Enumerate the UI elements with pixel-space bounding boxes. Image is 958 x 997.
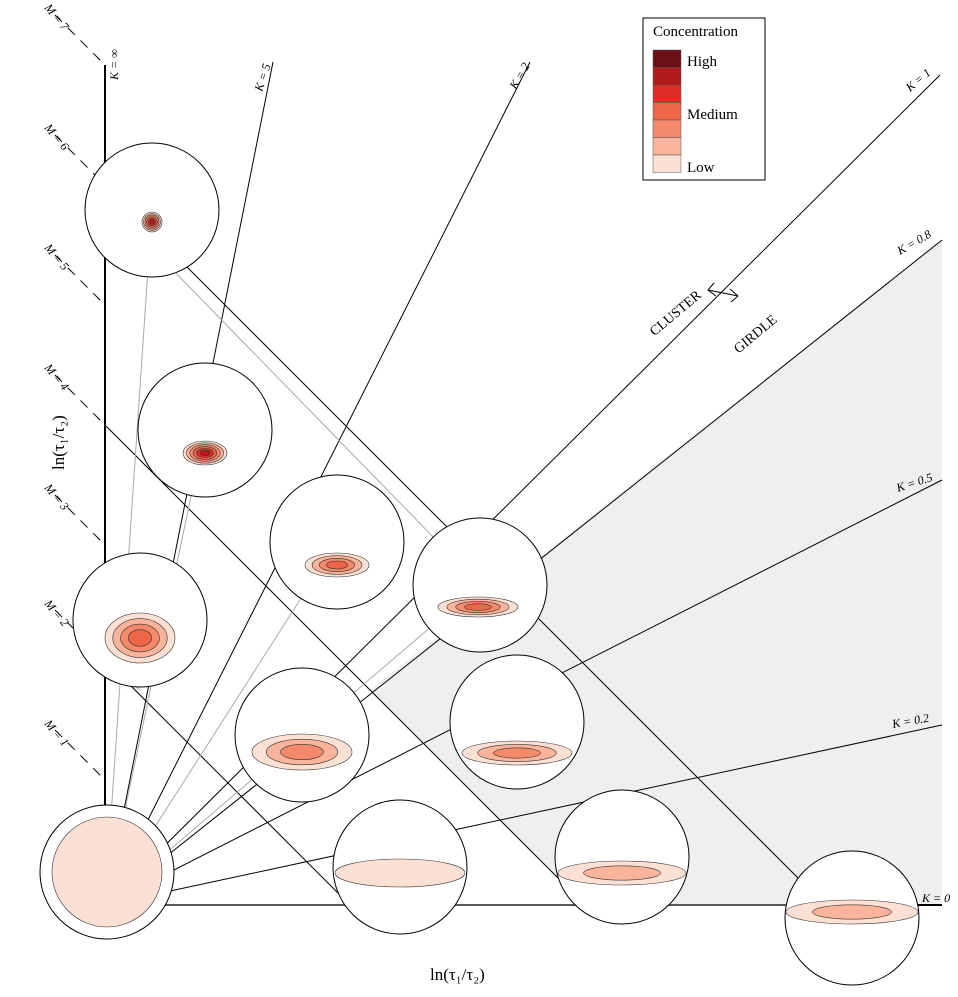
m-line-label: M = 6 (41, 120, 72, 153)
legend-swatch (652, 137, 682, 156)
k-line (104, 724, 943, 906)
legend-title: Concentration (653, 24, 738, 40)
legend-swatch (652, 119, 682, 138)
m-line-label: M = 3 (41, 480, 72, 513)
stereonet (449, 654, 585, 790)
contour (812, 904, 892, 920)
contour (334, 858, 466, 888)
stereonet (554, 789, 690, 925)
cluster-label: CLUSTER (647, 288, 705, 340)
contour (51, 816, 163, 928)
contour (280, 743, 324, 761)
m-line (104, 424, 586, 906)
k-line-label: K = 0.2 (890, 711, 930, 731)
legend-label: High (687, 54, 718, 70)
legend: Concentration High Medium Low (642, 17, 766, 181)
m-line-label: M = 4 (41, 360, 72, 393)
contour (199, 449, 211, 457)
stereonets (39, 142, 920, 986)
girdle-label: GIRDLE (731, 313, 780, 357)
m-line (104, 659, 351, 906)
m-line-label: M = 5 (41, 240, 72, 273)
stereonet (269, 474, 405, 610)
y-axis-label: ln(τ₁/τ₂) (49, 415, 68, 470)
contour (326, 560, 348, 570)
k-line-label: K = ∞ (107, 49, 121, 81)
k-line-label: K = 2 (506, 60, 533, 92)
contour (464, 603, 492, 611)
k-line-label: K = 0 (921, 891, 950, 905)
legend-swatch (652, 102, 682, 121)
contour (583, 865, 661, 881)
m-line-label: M = 2 (41, 596, 72, 629)
legend-label: Low (687, 160, 715, 176)
k-line-label: K = 1 (902, 66, 933, 95)
legend-swatch (652, 67, 682, 86)
m-line-label: M = 7 (41, 0, 72, 34)
m-line-label: M = 1 (41, 716, 72, 749)
x-axis-label: ln(τ₁/τ₂) (430, 965, 485, 984)
contour (128, 629, 152, 647)
contour (149, 219, 155, 225)
cluster-girdle-arrow (707, 282, 739, 303)
legend-swatch (652, 84, 682, 103)
contour (493, 747, 541, 759)
legend-swatch (652, 154, 682, 173)
stereonet (84, 142, 220, 278)
legend-swatch (652, 49, 682, 68)
stereonet (137, 362, 273, 498)
legend-label: Medium (687, 107, 738, 123)
stereonet (412, 517, 548, 653)
